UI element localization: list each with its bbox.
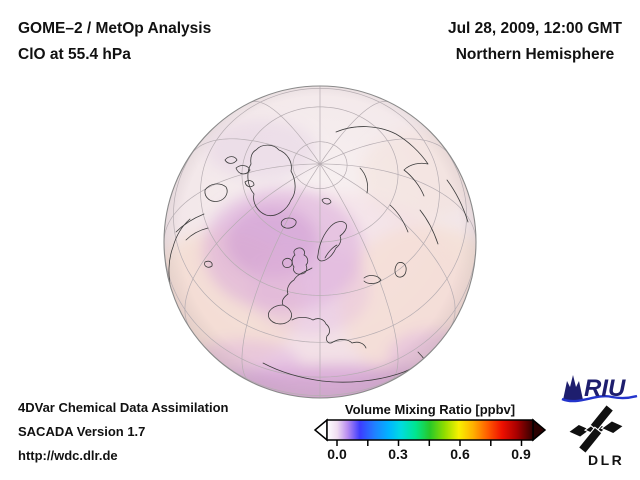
credits-block: 4DVar Chemical Data Assimilation SACADA … — [18, 396, 229, 468]
instrument-title: GOME–2 / MetOp Analysis — [18, 20, 212, 37]
colorbar-gradient-bar — [313, 418, 547, 446]
hemisphere-label: Northern Hemisphere — [455, 46, 615, 63]
globe-rim — [163, 85, 477, 399]
colorbar-right-arrow — [532, 418, 547, 442]
species-subtitle: ClO at 55.4 hPa — [18, 46, 131, 63]
url-label: http://wdc.dlr.de — [18, 448, 118, 463]
colorbar-tick-label: 0.9 — [511, 446, 531, 462]
riu-wave-icon — [561, 394, 638, 403]
riu-logo: RIU — [561, 375, 638, 403]
version-label: SACADA Version 1.7 — [18, 424, 146, 439]
colorbar-left-arrow — [313, 418, 328, 442]
clo-field-patches — [164, 86, 476, 398]
datetime-label: Jul 28, 2009, 12:00 GMT — [447, 20, 622, 37]
riu-wordmark: RIU — [584, 375, 626, 402]
colorbar-ticks — [336, 440, 523, 446]
riu-cathedral-icon — [563, 375, 583, 400]
colorbar: Volume Mixing Ratio [ppbv] 0.0 0.3 0.6 0… — [313, 402, 547, 468]
datetime-block: Jul 28, 2009, 12:00 GMT Northern Hemisph… — [448, 16, 622, 68]
colorbar-tick-label: 0.6 — [450, 446, 470, 462]
colorbar-tick-label: 0.0 — [327, 446, 347, 462]
dlr-logo: DLR — [566, 403, 634, 471]
title-block: GOME–2 / MetOp Analysis ClO at 55.4 hPa — [18, 16, 211, 68]
dlr-emblem-icon — [567, 403, 625, 455]
colorbar-tick-label: 0.3 — [388, 446, 408, 462]
graticule-grid — [164, 86, 476, 398]
dlr-wordmark: DLR — [588, 452, 625, 468]
colorbar-title: Volume Mixing Ratio [ppbv] — [344, 402, 516, 417]
assimilation-label: 4DVar Chemical Data Assimilation — [18, 400, 229, 415]
